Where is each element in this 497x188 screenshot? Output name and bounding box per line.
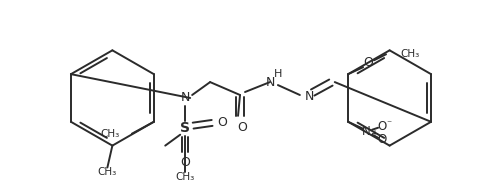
Text: O: O: [180, 156, 190, 169]
Text: N: N: [305, 90, 314, 103]
Text: O: O: [377, 133, 387, 146]
Text: N: N: [362, 125, 370, 138]
Text: CH₃: CH₃: [175, 172, 195, 182]
Text: O: O: [363, 56, 373, 69]
Text: O: O: [237, 121, 247, 134]
Text: N: N: [180, 92, 190, 105]
Text: N: N: [265, 76, 275, 89]
Text: O: O: [377, 120, 387, 133]
Text: CH₃: CH₃: [101, 129, 120, 139]
Text: CH₃: CH₃: [400, 49, 419, 59]
Text: O: O: [217, 116, 227, 129]
Text: H: H: [274, 69, 282, 79]
Text: S: S: [180, 121, 190, 135]
Text: CH₃: CH₃: [98, 167, 117, 177]
Text: ⁻: ⁻: [387, 119, 392, 129]
Text: +: +: [370, 129, 378, 139]
